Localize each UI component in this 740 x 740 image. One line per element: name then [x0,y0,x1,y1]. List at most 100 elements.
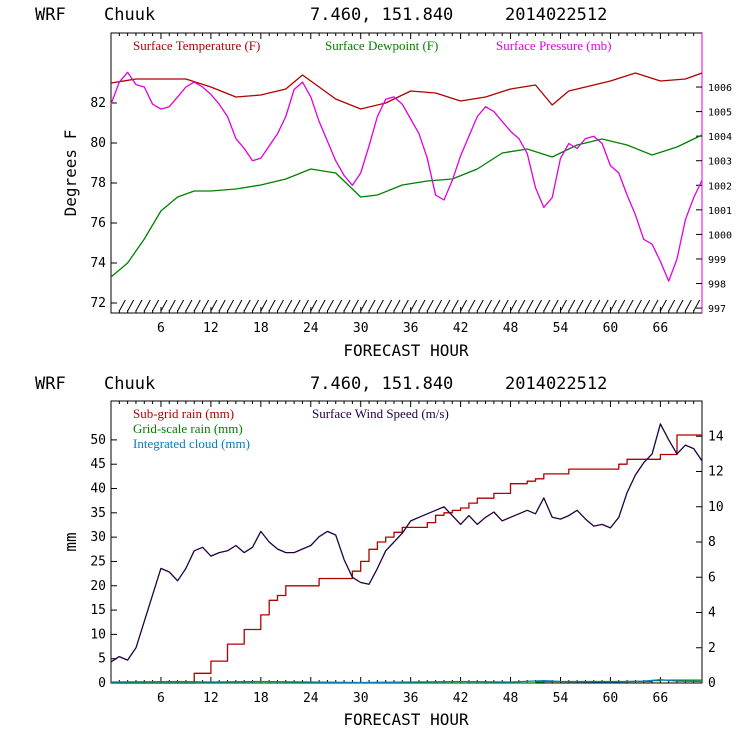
wind-barb [560,299,567,312]
y-tick-label: 25 [90,554,106,569]
y-tick-label: 10 [90,627,106,642]
wind-barb [351,299,359,312]
wind-barb [410,299,418,312]
y2-tick-label: 6 [708,570,716,585]
wind-barb [443,299,451,312]
y2-tick-label: 1002 [708,181,732,192]
wind-barb [501,299,509,312]
wind-barb [634,299,642,312]
wind-barb [218,299,226,312]
y2-tick-label: 14 [708,429,724,444]
y2-tick-label: 1006 [708,83,732,94]
wind-barb [460,299,468,312]
wind-barb [510,299,517,312]
wind-barb [535,299,542,312]
wind-barb [618,299,626,312]
wind-barb [360,299,368,312]
wind-barb [659,299,667,312]
wind-barb [668,299,676,312]
wind-barb [518,299,526,312]
wind-barb [177,299,185,312]
wind-barb [626,299,634,312]
y2-tick-label: 1004 [708,132,732,143]
x-tick-label: 48 [503,321,519,336]
top-y-axis-label: Degrees F [61,130,80,217]
integrated-cloud-line [110,678,703,684]
panel1-coords: 7.460, 151.840 [310,5,453,25]
top-y2-ticks: 997 998 999 1000 1001 1002 1003 1004 1005 1006 [696,83,732,315]
surface-dewpoint-line [110,134,703,278]
top-plot-frame [110,32,703,314]
bottom-y-ticks: 0 5 10 15 20 25 30 35 40 45 50 [90,433,117,691]
wind-barb [168,299,176,312]
y-tick-label: 82 [90,96,106,111]
y-tick-label: 78 [90,176,106,191]
x-tick-label: 66 [653,321,669,336]
top-y-ticks: 72 74 76 78 80 82 [90,96,117,311]
wind-barb [127,299,135,312]
panel2-coords: 7.460, 151.840 [310,374,453,394]
x-tick-label: 24 [303,321,319,336]
wind-barb [252,299,259,312]
wind-barb [476,299,484,312]
wind-barb [693,299,701,312]
y-tick-label: 74 [90,256,106,271]
wind-barb [243,299,251,312]
y-tick-label: 0 [98,676,106,691]
wind-barb [468,299,476,312]
panel1-station: Chuuk [104,5,155,25]
x-tick-label: 18 [253,321,269,336]
wind-barb [418,299,426,312]
wind-barb [485,299,493,312]
wind-barb [451,299,459,312]
wind-barb [643,299,651,312]
wind-barb [335,299,343,312]
wind-barb [210,299,218,312]
legend-subgrid-rain: Sub-grid rain (mm) [133,406,234,421]
wind-barb [385,299,393,312]
y-tick-label: 50 [90,433,106,448]
x-tick-label: 60 [603,691,619,706]
wind-barb [293,299,301,312]
y2-tick-label: 2 [708,641,716,656]
bottom-y2-ticks: 0 2 4 6 8 10 12 14 [696,429,724,691]
y-tick-label: 45 [90,457,106,472]
wind-barbs [118,299,701,312]
y2-tick-label: 10 [708,500,724,515]
legend-surface-pressure: Surface Pressure (mb) [496,38,612,53]
x-tick-label: 12 [203,321,219,336]
wind-barb [185,299,193,312]
y-tick-label: 72 [90,296,106,311]
wind-barb [393,299,401,312]
x-tick-label: 12 [203,691,219,706]
bottom-panel: 6 12 18 24 30 36 42 48 54 60 66 051015202530354045… [61,400,724,729]
wind-barb [651,299,659,312]
sub-grid-rain-line [111,434,702,684]
y2-tick-label: 12 [708,465,724,480]
wind-barb [543,299,551,312]
wind-barb [326,299,334,312]
y2-tick-label: 1005 [708,108,732,119]
wind-barb [426,299,434,312]
wind-barb [343,299,351,312]
y-tick-label: 76 [90,216,106,231]
bottom-x-axis-label: FORECAST HOUR [343,710,469,729]
wind-barb [227,299,234,312]
y-tick-label: 80 [90,136,106,151]
x-tick-label: 36 [403,321,419,336]
panel1-init-time: 2014022512 [505,5,607,25]
x-tick-label: 24 [303,691,319,706]
y2-tick-label: 1001 [708,206,732,217]
x-tick-label: 6 [157,321,165,336]
y2-tick-label: 0 [708,676,716,691]
wind-barb [302,299,309,312]
y-tick-label: 15 [90,603,106,618]
surface-pressure-line [110,71,703,282]
y2-tick-label: 1000 [708,230,732,241]
wind-barb [285,299,293,312]
legend-surface-dewpoint: Surface Dewpoint (F) [325,38,438,53]
wind-barb [376,299,384,312]
wind-barb [160,299,168,312]
